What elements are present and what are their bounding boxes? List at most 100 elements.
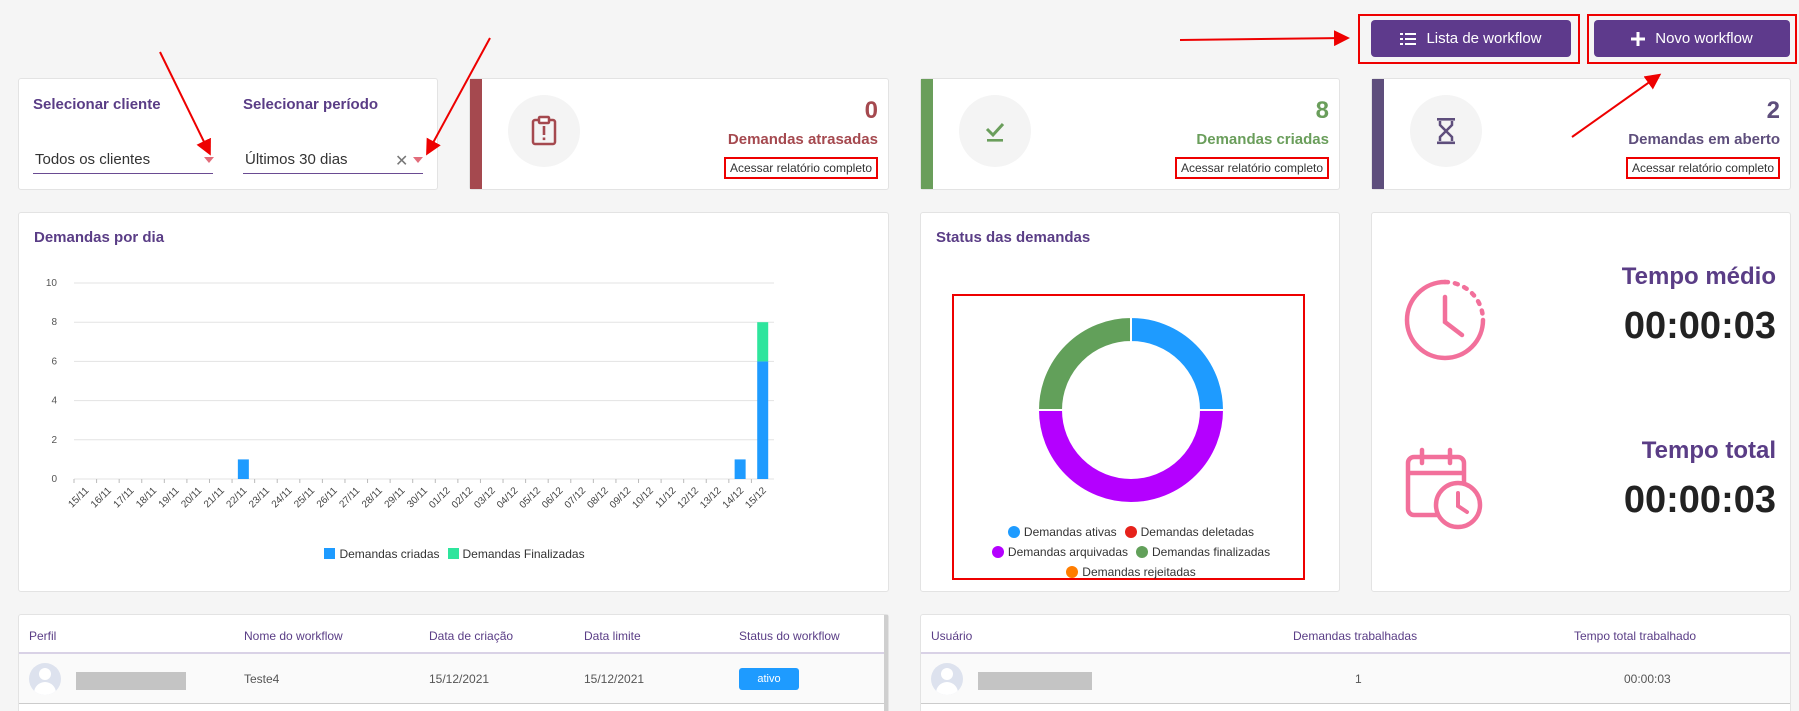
workflow-list-button[interactable]: Lista de workflow [1371,20,1571,57]
client-chevron-down-icon[interactable] [204,157,214,163]
late-demands-label: Demandas atrasadas [727,131,878,148]
x-tick-label: 06/12 [540,485,566,511]
check-icon [959,95,1031,167]
calendar-clock-icon [1405,447,1483,530]
x-tick-label: 12/12 [676,485,702,511]
user-table: Usuário Demandas trabalhadas Tempo total… [920,614,1791,711]
daily-demands-chart-card: Demandas por dia 0 2 4 6 8 10 15/11 16/11 17/11 1… [18,212,889,592]
client-select[interactable]: Todos os clientes [33,146,213,174]
open-demands-count: 2 [1766,97,1780,124]
y-tick-label: 8 [51,317,57,328]
created-demands-card: 8 Demandas criadas Acessar relatório com… [920,78,1340,190]
user-header-divider [921,652,1790,654]
legend-label: Demandas criadas [339,546,440,561]
x-tick-label: 23/11 [247,485,272,510]
period-select-value: Últimos 30 dias [245,151,348,168]
period-select[interactable]: Últimos 30 dias [243,146,423,174]
legend-label: Demandas ativas [1023,525,1117,539]
redacted-name [978,672,1092,690]
legend-dot [1124,526,1137,538]
donut-slice [1036,409,1226,504]
demand-status-title: Status das demandas [936,229,1091,246]
header-divider [19,652,884,654]
avatar [931,663,963,695]
x-tick-label: 01/12 [427,485,453,511]
daily-demands-title: Demandas por dia [34,229,165,246]
header-created-date: Data de criação [429,629,514,643]
clear-icon[interactable]: ✕ [395,153,409,170]
bar-segment [237,459,249,479]
created-demands-count: 8 [1315,97,1329,124]
legend-item[interactable]: Demandas finalizadas [1136,543,1270,561]
legend-item[interactable]: Demandas rejeitadas [1066,563,1196,581]
x-tick-label: 29/11 [383,485,408,510]
x-tick-label: 24/11 [270,485,295,510]
y-tick-label: 0 [51,474,57,485]
donut-slice [1130,315,1226,411]
period-chevron-down-icon[interactable] [413,157,423,163]
table-row[interactable]: 1 00:00:03 [921,654,1790,704]
legend-label: Demandas deletadas [1140,525,1255,539]
legend-label: Demandas Finalizadas [462,546,585,561]
hourglass-icon [1410,95,1482,167]
y-tick-label: 4 [51,396,57,407]
legend-item[interactable]: Demandas deletadas [1124,523,1255,541]
header-deadline: Data limite [584,629,641,643]
legend-dot [1066,566,1079,578]
x-tick-label: 02/12 [450,485,476,511]
demand-status-donut [1036,315,1226,504]
x-tick-label: 20/11 [179,485,204,510]
x-tick-label: 09/12 [608,485,634,511]
y-tick-label: 10 [46,278,58,289]
status-badge: ativo [739,668,799,690]
created-date: 15/12/2021 [429,672,490,686]
new-workflow-button[interactable]: Novo workflow [1594,20,1790,57]
list-icon [1400,32,1417,45]
bar-segment [757,361,769,479]
workflow-list-label: Lista de workflow [1426,30,1542,47]
legend-label: Demandas rejeitadas [1082,565,1196,579]
workflow-table-scrollbar[interactable] [884,615,888,711]
total-time-title: Tempo total [1641,437,1776,464]
x-tick-label: 07/12 [563,485,589,511]
legend-label: Demandas finalizadas [1152,545,1271,559]
filter-card: Selecionar cliente Todos os clientes Sel… [18,78,438,190]
average-time-value: 00:00:03 [1623,305,1776,347]
legend-item[interactable]: Demandas arquivadas [991,543,1128,561]
legend-item[interactable]: Demandas ativas [1007,523,1117,541]
x-tick-label: 27/11 [337,485,362,510]
header-demands-worked: Demandas trabalhadas [1293,629,1418,643]
legend-dot [1007,526,1020,538]
client-select-value: Todos os clientes [35,151,151,168]
deadline-date: 15/12/2021 [584,672,645,686]
late-demands-count: 0 [864,97,878,124]
bar-chart-legend: Demandas criadas Demandas Finalizadas [19,546,890,564]
late-accent-bar [470,79,482,189]
late-report-link[interactable]: Acessar relatório completo [723,157,878,179]
open-report-link[interactable]: Acessar relatório completo [1625,157,1780,179]
x-tick-label: 04/12 [495,485,521,511]
x-tick-label: 30/11 [405,485,430,510]
daily-demands-bar-chart: 0 2 4 6 8 10 15/1116/1117/1118/1119/1120/1121/… [46,278,774,511]
total-time-value: 00:00:03 [1623,479,1776,521]
created-report-link[interactable]: Acessar relatório completo [1174,157,1329,179]
clock-icon [1404,279,1486,361]
x-tick-label: 16/11 [89,485,114,510]
table-row[interactable]: Teste4 15/12/2021 15/12/2021 ativo [19,654,884,704]
x-tick-label: 22/11 [225,485,250,510]
legend-swatch [447,548,459,559]
created-accent-bar [921,79,933,189]
x-tick-label: 11/12 [654,485,679,510]
bar-segment [757,322,769,362]
redacted-name [76,672,186,690]
donut-legend: Demandas ativas Demandas deletadas Demanda… [966,523,1296,583]
donut-slice [1036,315,1132,411]
legend-item[interactable]: Demandas Finalizadas [447,546,585,561]
x-tick-label: 15/12 [743,485,769,511]
avatar [29,663,61,695]
x-tick-label: 15/11 [66,485,91,510]
legend-item[interactable]: Demandas criadas [324,546,440,561]
x-tick-label: 14/12 [721,485,747,511]
workflow-table: Perfil Nome do workflow Data de criação … [18,614,889,711]
x-tick-label: 26/11 [315,485,340,510]
